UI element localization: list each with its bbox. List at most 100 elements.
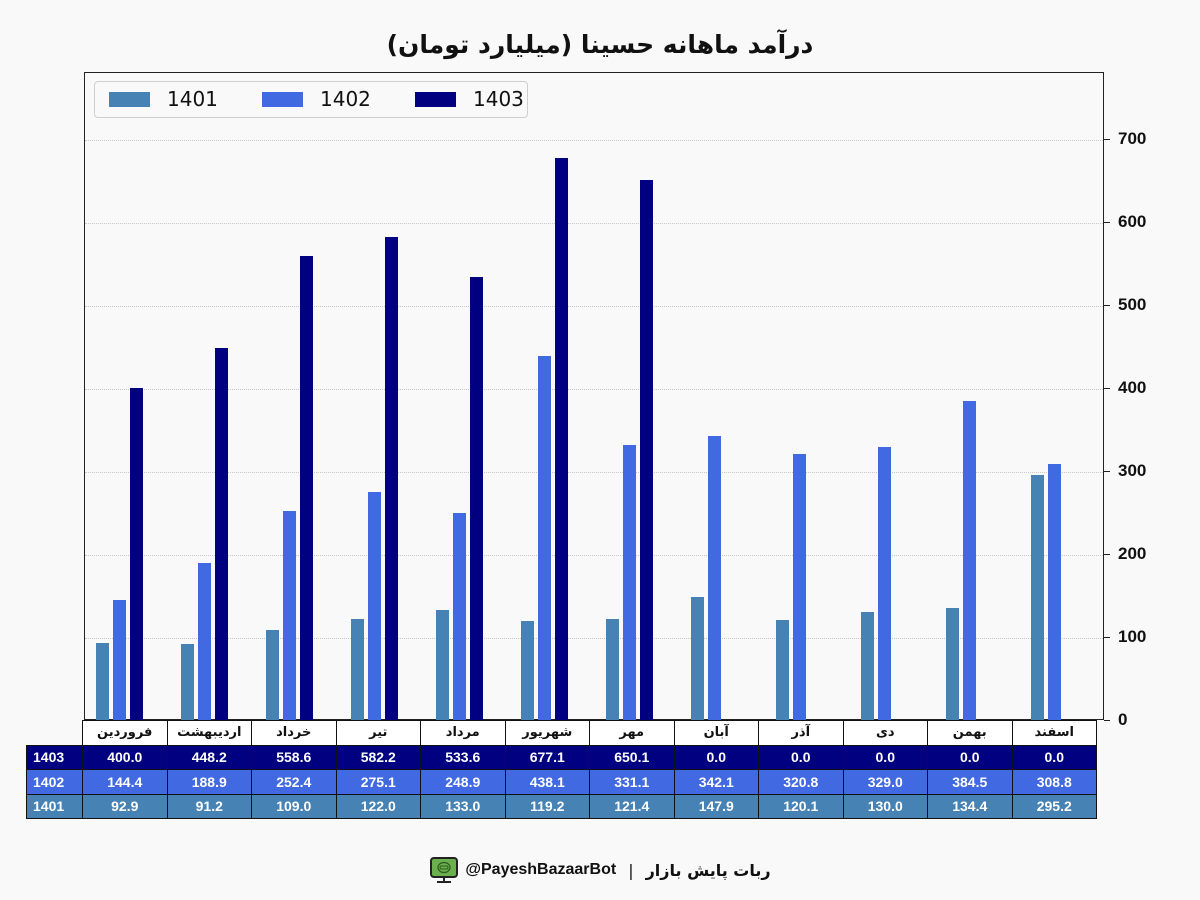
gridline (85, 555, 1103, 556)
bar-1402-7 (708, 436, 721, 720)
table-cell: 342.1 (673, 769, 759, 795)
table-row-label: 1402 (26, 769, 83, 795)
bar-1401-5 (521, 621, 534, 720)
table-cell: 91.2 (166, 793, 252, 819)
table-cell: 109.0 (251, 793, 337, 819)
gridline (85, 472, 1103, 473)
table-month-header: فروردین (82, 720, 168, 746)
table-month-header: مرداد (420, 720, 506, 746)
bar-1401-0 (96, 642, 109, 720)
table-cell: 558.6 (251, 744, 337, 770)
footer-separator: | (628, 860, 634, 880)
bar-1401-7 (691, 597, 704, 720)
bar-1402-10 (963, 400, 976, 720)
bar-1402-5 (538, 356, 551, 720)
plot-area (84, 72, 1104, 720)
y-tick (1104, 222, 1110, 223)
table-month-header: دی (842, 720, 928, 746)
table-cell: 144.4 (82, 769, 168, 795)
table-cell: 438.1 (504, 769, 590, 795)
y-tick (1104, 720, 1110, 721)
table-header-row: فروردین اردیبهشت خرداد تیر مرداد شهریور مهر آبا… (27, 720, 1097, 746)
bar-1402-9 (878, 446, 891, 720)
table-month-header: مهر (589, 720, 675, 746)
y-tick (1104, 637, 1110, 638)
legend-swatch-1402 (262, 91, 303, 107)
legend-swatch-1401 (109, 91, 150, 107)
table-cell: 0.0 (842, 744, 928, 770)
table-cell: 400.0 (82, 744, 168, 770)
legend-label-1403: 1403 (473, 87, 524, 111)
table-month-header: اردیبهشت (166, 720, 252, 746)
bar-1401-10 (946, 608, 959, 720)
legend-item-1401: 1401 (109, 82, 218, 116)
y-tick (1104, 388, 1110, 389)
table-cell: 308.8 (1011, 769, 1097, 795)
bar-1403-3 (385, 236, 398, 720)
legend-label-1401: 1401 (167, 87, 218, 111)
bar-1403-0 (130, 388, 143, 720)
table-cell: 0.0 (1011, 744, 1097, 770)
bar-1403-1 (215, 347, 228, 720)
y-tick (1104, 554, 1110, 555)
table-cell: 188.9 (166, 769, 252, 795)
footer-text: ربات پایش بازار (645, 860, 771, 880)
y-tick (1104, 471, 1110, 472)
bar-1402-0 (113, 600, 126, 720)
table-month-header: آذر (758, 720, 844, 746)
table-cell: 122.0 (335, 793, 421, 819)
y-tick-label: 500 (1118, 295, 1147, 314)
data-table: فروردین اردیبهشت خرداد تیر مرداد شهریور مهر آبا… (26, 720, 1097, 819)
table-row-1403: 1403 400.0 448.2 558.6 582.2 533.6 677.1 650.1 0… (26, 744, 1097, 770)
bar-1401-1 (181, 644, 194, 720)
legend-item-1403: 1403 (415, 82, 524, 116)
x-axis-baseline (84, 719, 1104, 720)
table-corner (27, 721, 83, 746)
table-month-header: شهریور (504, 720, 590, 746)
gridline (85, 140, 1103, 141)
table-month-header: تیر (335, 720, 421, 746)
bar-1403-4 (470, 277, 483, 720)
table-month-header: خرداد (251, 720, 337, 746)
y-tick-label: 600 (1118, 212, 1147, 231)
table-month-header: اسفند (1011, 720, 1097, 746)
table-cell: 120.1 (758, 793, 844, 819)
table-cell: 92.9 (82, 793, 168, 819)
bar-1401-9 (861, 612, 874, 720)
bar-1401-8 (776, 620, 789, 720)
table-month-header: آبان (673, 720, 759, 746)
table-cell: 275.1 (335, 769, 421, 795)
table-cell: 384.5 (927, 769, 1013, 795)
table-cell: 448.2 (166, 744, 252, 770)
table-cell: 295.2 (1011, 793, 1097, 819)
footer: @PayeshBazaarBot | ربات پایش بازار (0, 856, 1200, 884)
footer-handle: @PayeshBazaarBot (465, 861, 617, 878)
y-tick-label: 100 (1118, 627, 1147, 646)
table-cell: 533.6 (420, 744, 506, 770)
bar-1402-11 (1048, 463, 1061, 720)
monitor-bot-icon (430, 857, 459, 883)
table-cell: 0.0 (927, 744, 1013, 770)
bar-1402-2 (283, 510, 296, 720)
table-cell: 119.2 (504, 793, 590, 819)
chart-title: درآمد ماهانه حسینا (میلیارد تومان) (386, 30, 814, 59)
bar-1401-6 (606, 619, 619, 720)
bar-1403-2 (300, 256, 313, 720)
table-cell: 130.0 (842, 793, 928, 819)
table-cell: 121.4 (589, 793, 675, 819)
table-row-1401: 1401 92.9 91.2 109.0 122.0 133.0 119.2 121.4 147… (26, 793, 1097, 819)
gridline (85, 389, 1103, 390)
table-cell: 147.9 (673, 793, 759, 819)
table-cell: 134.4 (927, 793, 1013, 819)
y-tick-label: 400 (1118, 378, 1147, 397)
legend: 1401 1402 1403 (94, 81, 528, 118)
table-cell: 248.9 (420, 769, 506, 795)
y-tick (1104, 305, 1110, 306)
table-cell: 0.0 (758, 744, 844, 770)
table-cell: 133.0 (420, 793, 506, 819)
legend-label-1402: 1402 (320, 87, 371, 111)
table-cell: 677.1 (504, 744, 590, 770)
bar-1401-2 (266, 629, 279, 720)
bar-1401-4 (436, 609, 449, 720)
bar-1402-8 (793, 453, 806, 720)
